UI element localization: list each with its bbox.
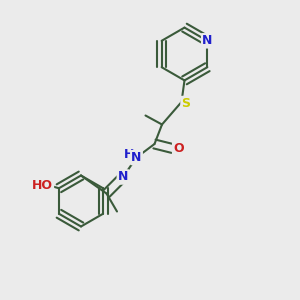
Text: S: S — [182, 97, 190, 110]
Text: N: N — [131, 151, 142, 164]
Text: N: N — [202, 34, 213, 47]
Text: H: H — [124, 148, 134, 161]
Text: O: O — [173, 142, 184, 155]
Text: HO: HO — [32, 179, 53, 192]
Text: N: N — [118, 170, 128, 184]
